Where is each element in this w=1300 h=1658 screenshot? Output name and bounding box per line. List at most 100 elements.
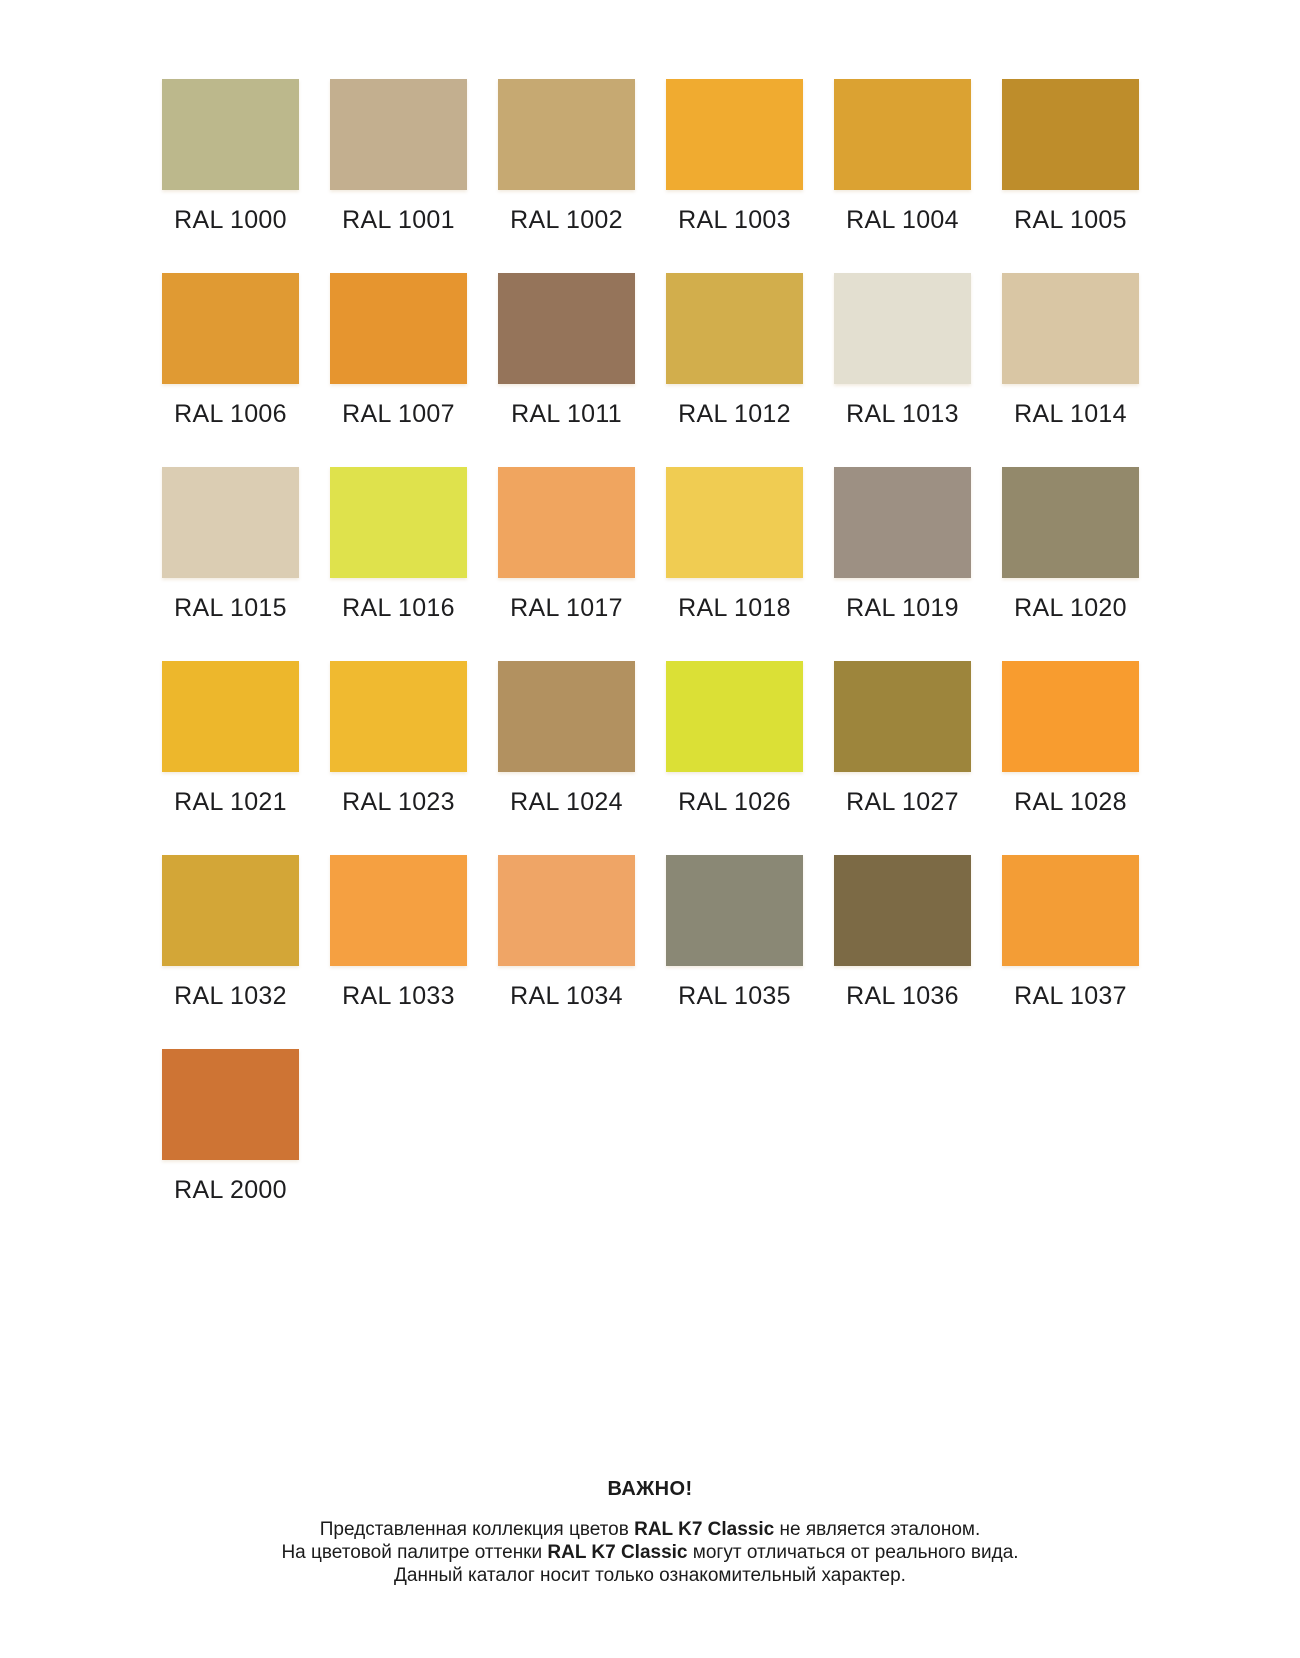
swatch-cell: RAL 1003 [666,79,803,233]
swatch-cell: RAL 1020 [1002,467,1139,621]
footer-line: Данный каталог носит только ознакомитель… [0,1564,1300,1587]
color-swatch [330,661,467,772]
swatch-code-label: RAL 1013 [846,400,959,428]
swatch-code-label: RAL 1034 [510,982,623,1010]
footer-lines: Представленная коллекция цветов RAL K7 C… [0,1518,1300,1587]
swatch-cell: RAL 1000 [162,79,299,233]
color-swatch [162,79,299,190]
color-swatch [666,855,803,966]
swatch-code-label: RAL 1036 [846,982,959,1010]
color-swatch [162,1049,299,1160]
swatch-cell: RAL 2000 [162,1049,299,1203]
swatch-code-label: RAL 1024 [510,788,623,816]
swatch-cell: RAL 1013 [834,273,971,427]
swatch-cell: RAL 1028 [1002,661,1139,815]
color-swatch [666,467,803,578]
swatch-code-label: RAL 1000 [174,206,287,234]
footer-line-text: не является эталоном. [774,1519,981,1540]
swatch-code-label: RAL 1012 [678,400,791,428]
color-swatch [498,661,635,772]
color-swatch [834,273,971,384]
color-swatch [666,661,803,772]
swatch-cell: RAL 1024 [498,661,635,815]
swatch-cell: RAL 1002 [498,79,635,233]
color-swatch [330,855,467,966]
swatch-code-label: RAL 1017 [510,594,623,622]
color-swatch [834,467,971,578]
color-swatch [1002,79,1139,190]
swatch-cell: RAL 1036 [834,855,971,1009]
swatch-cell: RAL 1005 [1002,79,1139,233]
footer-line-text: могут отличаться от реального вида. [687,1542,1019,1563]
swatch-code-label: RAL 1004 [846,206,959,234]
swatch-cell: RAL 1004 [834,79,971,233]
color-swatch [498,273,635,384]
brand-name: RAL K7 Classic [547,1542,688,1563]
swatch-code-label: RAL 1014 [1014,400,1127,428]
swatch-code-label: RAL 1019 [846,594,959,622]
color-swatch [330,467,467,578]
swatch-cell: RAL 1007 [330,273,467,427]
swatch-code-label: RAL 1016 [342,594,455,622]
footer-line-text: На цветовой палитре оттенки [281,1542,548,1563]
swatch-cell: RAL 1011 [498,273,635,427]
color-swatch [834,79,971,190]
swatch-code-label: RAL 1033 [342,982,455,1010]
swatch-code-label: RAL 1002 [510,206,623,234]
color-swatch [1002,661,1139,772]
swatch-code-label: RAL 1018 [678,594,791,622]
color-swatch [162,661,299,772]
color-swatch [162,855,299,966]
swatch-code-label: RAL 1001 [342,206,455,234]
color-swatch [834,661,971,772]
color-swatch [498,467,635,578]
color-swatch [330,273,467,384]
swatch-code-label: RAL 1032 [174,982,287,1010]
swatch-cell: RAL 1019 [834,467,971,621]
swatch-cell: RAL 1014 [1002,273,1139,427]
swatch-code-label: RAL 1028 [1014,788,1127,816]
color-swatch [1002,273,1139,384]
swatch-code-label: RAL 1021 [174,788,287,816]
swatch-cell: RAL 1018 [666,467,803,621]
color-swatch [666,273,803,384]
swatch-cell: RAL 1034 [498,855,635,1009]
swatch-code-label: RAL 1023 [342,788,455,816]
footer-line: Представленная коллекция цветов RAL K7 C… [0,1518,1300,1541]
swatch-cell: RAL 1017 [498,467,635,621]
swatch-cell: RAL 1035 [666,855,803,1009]
swatch-cell: RAL 1037 [1002,855,1139,1009]
swatch-code-label: RAL 1015 [174,594,287,622]
swatch-cell: RAL 1006 [162,273,299,427]
swatch-code-label: RAL 1005 [1014,206,1127,234]
swatch-cell: RAL 1026 [666,661,803,815]
color-swatch [162,467,299,578]
footer-line: На цветовой палитре оттенки RAL K7 Class… [0,1541,1300,1564]
swatch-cell: RAL 1023 [330,661,467,815]
swatch-cell: RAL 1032 [162,855,299,1009]
swatch-cell: RAL 1016 [330,467,467,621]
swatch-code-label: RAL 2000 [174,1176,287,1204]
swatch-cell: RAL 1015 [162,467,299,621]
swatch-code-label: RAL 1003 [678,206,791,234]
color-swatch [666,79,803,190]
swatch-cell: RAL 1001 [330,79,467,233]
color-swatch [1002,855,1139,966]
footer-heading: ВАЖНО! [607,1478,693,1500]
footer-note: ВАЖНО! Представленная коллекция цветов R… [0,1477,1300,1587]
color-swatch [498,79,635,190]
swatch-code-label: RAL 1035 [678,982,791,1010]
color-swatch [498,855,635,966]
footer-line-text: Данный каталог носит только ознакомитель… [394,1565,906,1586]
swatch-code-label: RAL 1026 [678,788,791,816]
swatch-cell: RAL 1021 [162,661,299,815]
color-swatch [1002,467,1139,578]
swatch-grid: RAL 1000 RAL 1001 RAL 1002 RAL 1003 RAL … [162,79,1139,1203]
swatch-cell: RAL 1033 [330,855,467,1009]
swatch-code-label: RAL 1006 [174,400,287,428]
swatch-cell: RAL 1012 [666,273,803,427]
swatch-code-label: RAL 1027 [846,788,959,816]
footer-line-text: Представленная коллекция цветов [319,1519,635,1540]
swatch-code-label: RAL 1037 [1014,982,1127,1010]
